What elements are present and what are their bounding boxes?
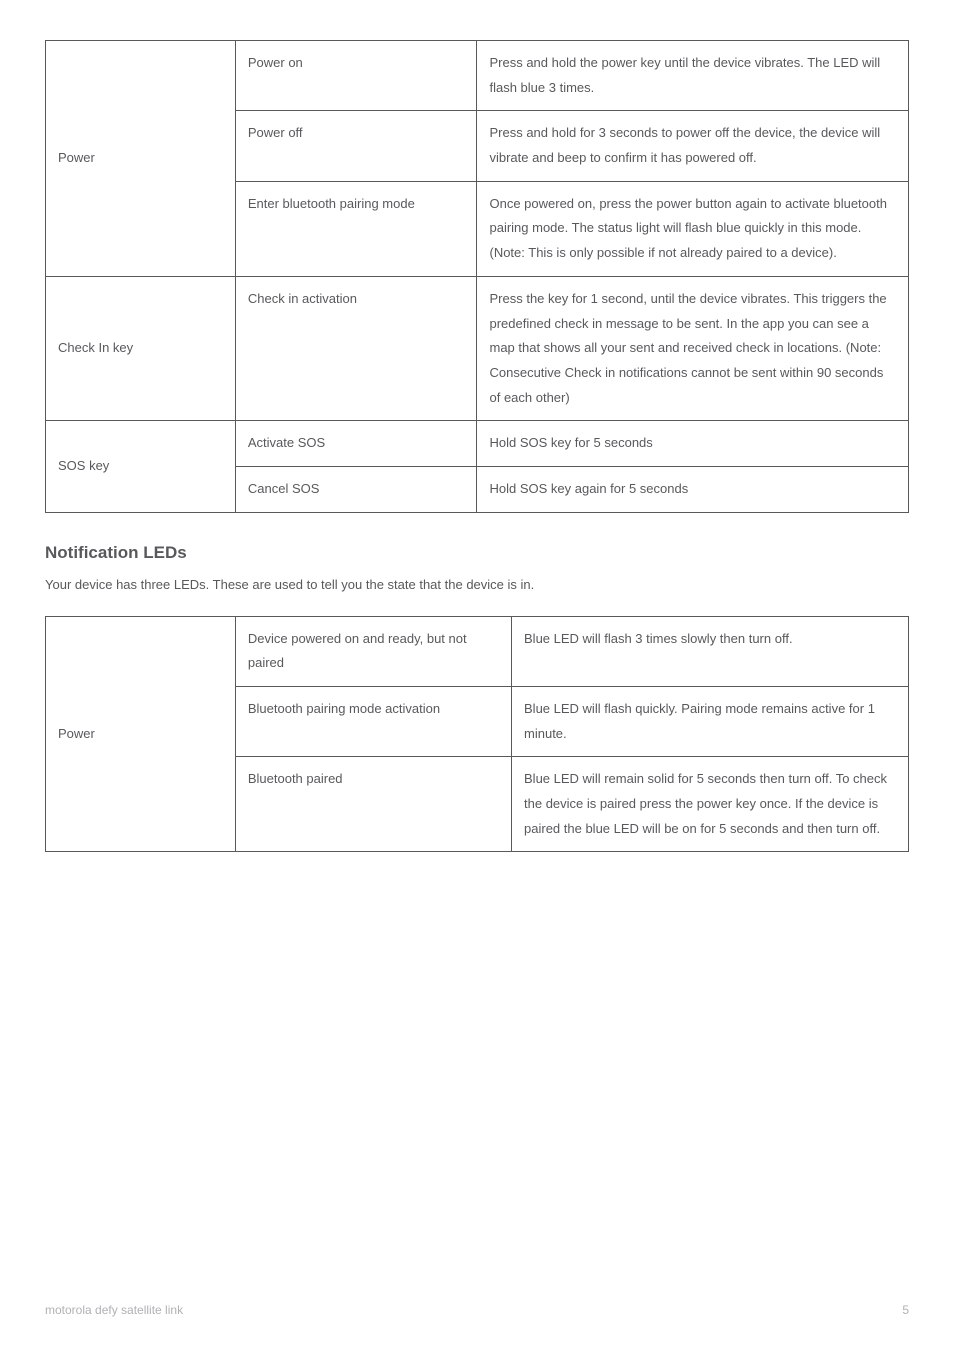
- desc-cell: Hold SOS key for 5 seconds: [477, 421, 909, 467]
- leds-table: Power Device powered on and ready, but n…: [45, 616, 909, 853]
- desc-cell: Once powered on, press the power button …: [477, 181, 909, 276]
- section-heading: Notification LEDs: [45, 537, 909, 569]
- group-cell: Check In key: [46, 276, 236, 420]
- section-intro: Your device has three LEDs. These are us…: [45, 573, 909, 598]
- table-row: SOS key Activate SOS Hold SOS key for 5 …: [46, 421, 909, 467]
- action-cell: Power on: [235, 41, 477, 111]
- group-cell: Power: [46, 616, 236, 852]
- action-cell: Enter bluetooth pairing mode: [235, 181, 477, 276]
- desc-cell: Blue LED will flash 3 times slowly then …: [512, 616, 909, 686]
- action-cell: Power off: [235, 111, 477, 181]
- desc-cell: Press the key for 1 second, until the de…: [477, 276, 909, 420]
- footer-page-number: 5: [902, 1299, 909, 1322]
- desc-cell: Hold SOS key again for 5 seconds: [477, 466, 909, 512]
- action-cell: Activate SOS: [235, 421, 477, 467]
- table-row: Power Device powered on and ready, but n…: [46, 616, 909, 686]
- group-cell: Power: [46, 41, 236, 277]
- action-cell: Device powered on and ready, but not pai…: [235, 616, 511, 686]
- table-row: Check In key Check in activation Press t…: [46, 276, 909, 420]
- action-cell: Bluetooth paired: [235, 757, 511, 852]
- group-cell: SOS key: [46, 421, 236, 512]
- desc-cell: Press and hold for 3 seconds to power of…: [477, 111, 909, 181]
- page-footer: motorola defy satellite link 5: [45, 1299, 909, 1322]
- table-row: Power Power on Press and hold the power …: [46, 41, 909, 111]
- desc-cell: Blue LED will remain solid for 5 seconds…: [512, 757, 909, 852]
- keys-table: Power Power on Press and hold the power …: [45, 40, 909, 513]
- action-cell: Check in activation: [235, 276, 477, 420]
- action-cell: Cancel SOS: [235, 466, 477, 512]
- footer-left: motorola defy satellite link: [45, 1299, 183, 1322]
- desc-cell: Press and hold the power key until the d…: [477, 41, 909, 111]
- action-cell: Bluetooth pairing mode activation: [235, 686, 511, 756]
- desc-cell: Blue LED will flash quickly. Pairing mod…: [512, 686, 909, 756]
